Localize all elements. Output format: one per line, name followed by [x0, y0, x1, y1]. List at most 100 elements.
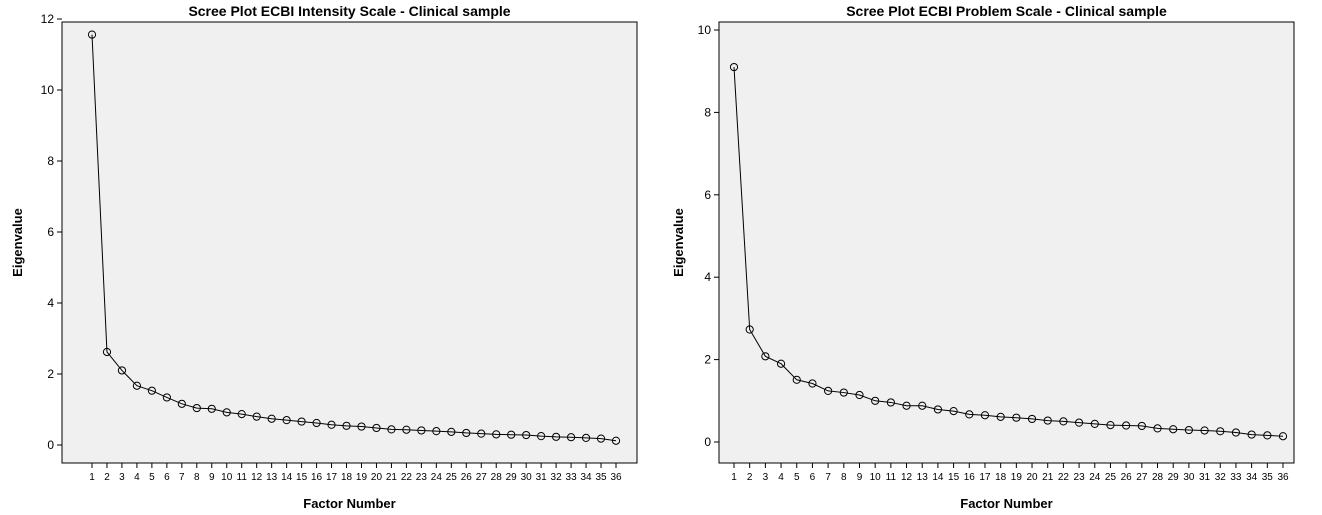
data-point — [745, 325, 754, 334]
x-tick-label: 13 — [917, 472, 929, 483]
x-tick-label: 12 — [251, 472, 263, 483]
x-tick-label: 11 — [237, 472, 248, 483]
data-point — [839, 388, 848, 397]
data-point — [996, 412, 1005, 421]
data-point — [1090, 419, 1099, 428]
data-point — [1247, 430, 1256, 439]
x-tick-label: 29 — [506, 472, 518, 483]
x-tick-label: 24 — [431, 472, 443, 483]
x-tick-label: 8 — [194, 472, 200, 483]
data-point — [1106, 421, 1115, 430]
data-point — [949, 407, 958, 416]
data-point — [1184, 425, 1193, 435]
x-tick-label: 2 — [747, 472, 753, 483]
data-point — [871, 396, 880, 405]
x-tick-label: 33 — [566, 472, 578, 483]
x-tick-label: 26 — [1121, 472, 1133, 483]
x-tick-label: 6 — [810, 472, 816, 483]
data-point — [387, 425, 396, 434]
x-tick-label: 32 — [551, 472, 563, 483]
data-point — [417, 426, 426, 435]
x-tick-label: 21 — [386, 472, 398, 483]
data-point — [1278, 432, 1288, 441]
data-point — [522, 430, 531, 440]
y-tick-label: 6 — [47, 225, 54, 239]
data-point — [252, 412, 261, 421]
x-tick-label: 17 — [326, 472, 338, 483]
data-point — [1137, 421, 1146, 431]
plot-area — [718, 21, 1295, 464]
data-point — [918, 401, 927, 410]
y-tick-label: 10 — [41, 83, 55, 97]
x-tick-label: 30 — [521, 472, 533, 483]
x-tick-label: 16 — [311, 472, 323, 483]
y-tick-label: 12 — [41, 12, 55, 26]
y-tick-label: 4 — [47, 296, 54, 310]
x-tick-label: 28 — [1152, 472, 1164, 483]
data-point — [342, 421, 351, 430]
data-point — [1200, 426, 1209, 435]
data-point — [980, 411, 990, 420]
chart-title: Scree Plot ECBI Problem Scale - Clinical… — [846, 3, 1167, 19]
data-point — [552, 432, 561, 441]
data-point — [297, 417, 306, 426]
data-point — [933, 405, 943, 414]
chart-title: Scree Plot ECBI Intensity Scale - Clinic… — [188, 3, 510, 19]
x-tick-label: 11 — [886, 472, 897, 483]
x-tick-label: 23 — [1074, 472, 1086, 483]
x-tick-label: 6 — [164, 472, 170, 483]
x-axis-label: Factor Number — [303, 496, 395, 511]
data-point — [447, 427, 456, 436]
x-tick-label: 10 — [221, 472, 233, 483]
data-point — [581, 433, 591, 442]
x-tick-label: 9 — [857, 472, 863, 483]
x-tick-label: 4 — [778, 472, 784, 483]
data-point — [207, 404, 216, 413]
y-tick-label: 0 — [704, 435, 711, 449]
x-tick-label: 36 — [1277, 472, 1289, 483]
x-tick-label: 1 — [731, 472, 737, 483]
y-tick-label: 2 — [704, 353, 711, 367]
x-tick-label: 2 — [104, 472, 110, 483]
data-point — [596, 434, 606, 443]
x-tick-label: 12 — [901, 472, 913, 483]
data-point — [132, 381, 142, 390]
x-tick-label: 5 — [794, 472, 800, 483]
x-tick-label: 16 — [964, 472, 976, 483]
data-point — [776, 359, 786, 368]
data-point — [507, 430, 516, 439]
data-point — [1043, 416, 1052, 425]
x-tick-label: 20 — [371, 472, 383, 483]
data-point — [312, 418, 321, 428]
x-tick-label: 25 — [446, 472, 458, 483]
data-point — [1216, 427, 1225, 436]
x-tick-label: 28 — [491, 472, 503, 483]
data-point — [537, 432, 546, 441]
data-point — [237, 410, 246, 419]
data-point — [1153, 424, 1162, 433]
x-tick-label: 18 — [995, 472, 1007, 483]
x-tick-label: 7 — [179, 472, 185, 483]
data-point — [372, 423, 381, 433]
x-tick-label: 10 — [870, 472, 882, 483]
x-tick-label: 19 — [1011, 472, 1023, 483]
x-tick-label: 34 — [580, 472, 592, 483]
data-point — [462, 428, 471, 438]
x-tick-label: 9 — [209, 472, 215, 483]
data-point — [402, 425, 411, 434]
x-tick-label: 17 — [979, 472, 991, 483]
x-tick-label: 22 — [401, 472, 413, 483]
y-tick-label: 4 — [704, 270, 711, 284]
data-point — [792, 375, 801, 384]
scree-plot-intensity: Scree Plot ECBI Intensity Scale - Clinic… — [10, 3, 638, 511]
data-point — [965, 410, 974, 419]
x-tick-label: 34 — [1246, 472, 1258, 483]
x-tick-label: 35 — [1262, 472, 1274, 483]
x-tick-label: 18 — [341, 472, 353, 483]
x-tick-label: 29 — [1168, 472, 1180, 483]
x-tick-label: 1 — [89, 472, 95, 483]
data-point — [1231, 428, 1241, 437]
x-tick-label: 19 — [356, 472, 368, 483]
data-point — [177, 399, 186, 408]
